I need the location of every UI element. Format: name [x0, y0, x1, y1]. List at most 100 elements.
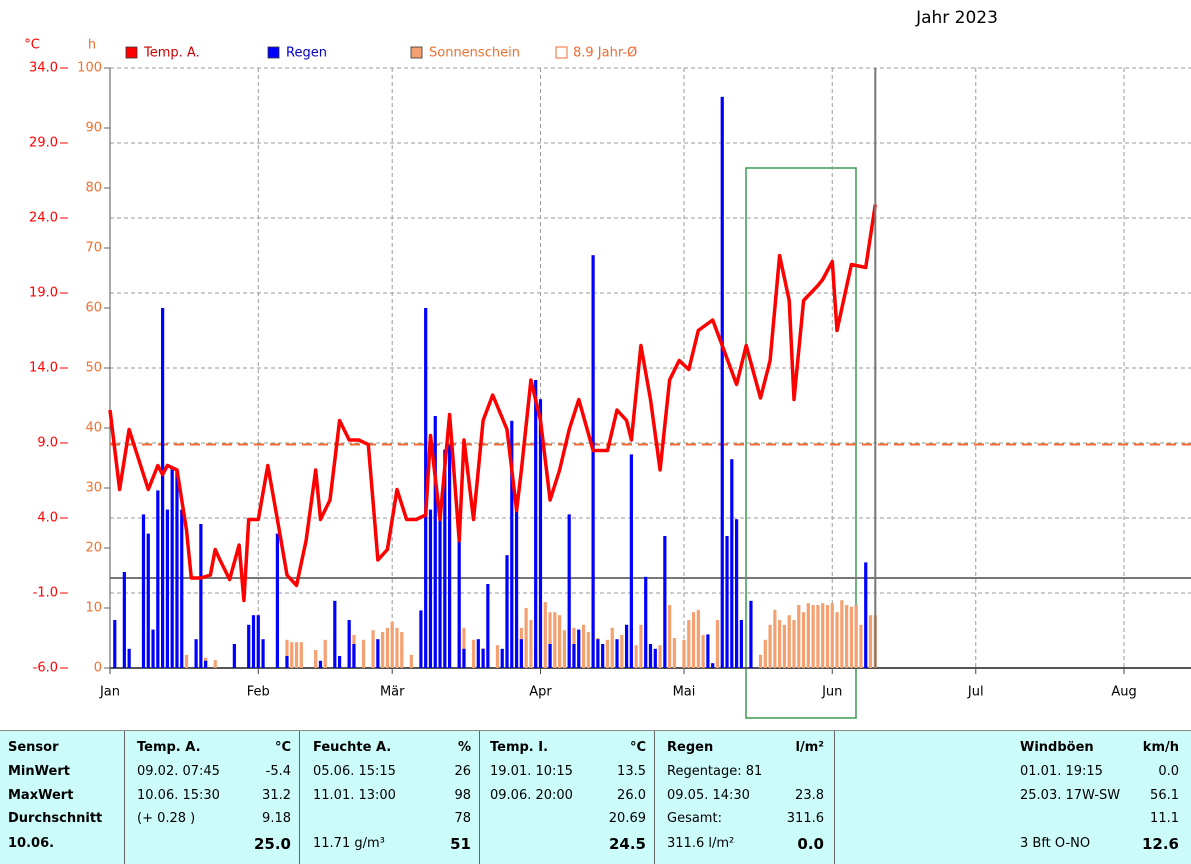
y-tick-label: 24.0: [29, 211, 58, 226]
cell-label: Regentage: 81: [667, 764, 763, 779]
x-tick-label: Mai: [673, 685, 696, 700]
cell-label: Gesamt:: [667, 811, 722, 826]
bar: [275, 533, 280, 668]
bar: [672, 638, 677, 668]
bar: [562, 630, 567, 668]
bar: [381, 632, 385, 668]
bar: [433, 416, 437, 668]
bar: [811, 605, 815, 668]
cell-label: 01.01. 19:15: [1020, 764, 1103, 779]
chart-title: Jahr 2023: [915, 8, 998, 28]
cell-value: 78: [454, 811, 471, 826]
bar: [543, 602, 547, 668]
bar: [524, 608, 528, 668]
x-tick-label: Jun: [821, 685, 842, 700]
cell-value: 12.6: [1141, 835, 1179, 853]
bar: [849, 606, 853, 668]
bar: [605, 639, 610, 668]
bar: [577, 629, 581, 668]
x-tick-label: Jul: [967, 685, 984, 700]
bar: [624, 624, 629, 668]
cell-value: 0.0: [797, 835, 824, 853]
x-tick-label: Aug: [1111, 685, 1136, 700]
bar: [180, 509, 184, 668]
bar: [787, 615, 791, 668]
bar: [725, 536, 729, 668]
cell-label: MinWert: [8, 764, 70, 779]
y-tick-label: -6.0: [33, 661, 58, 676]
bar: [548, 612, 552, 668]
bar: [175, 468, 179, 668]
bar: [184, 654, 189, 668]
cell-value: 26: [454, 764, 471, 779]
y2-tick-label: 30: [85, 481, 102, 496]
bar: [864, 562, 868, 668]
legend-label: Sonnenschein: [429, 46, 520, 61]
bar: [333, 600, 337, 668]
bar: [572, 644, 576, 668]
bar: [663, 536, 667, 668]
column-header: Feuchte A.: [313, 740, 392, 755]
bar: [361, 639, 366, 668]
cell-label: 3 Bft O-NO: [1020, 836, 1091, 851]
bar: [529, 620, 533, 668]
cell-label: 05.06. 15:15: [313, 764, 396, 779]
cell-value: 13.5: [617, 764, 646, 779]
y2-tick-label: 80: [85, 181, 102, 196]
bar: [314, 650, 318, 668]
y2-tick-label: 10: [85, 601, 102, 616]
bar: [347, 620, 351, 668]
legend-swatch: [267, 46, 280, 59]
bar: [428, 509, 433, 668]
legend-swatch: [410, 46, 423, 59]
column-unit: %: [457, 740, 471, 755]
table-section: Temp. A. °C 09.02. 07:45 -5.4 10.06. 15:30 31…: [125, 731, 300, 864]
bar: [122, 572, 126, 668]
cell-label: 11.71 g/m³: [313, 836, 385, 851]
bar: [251, 615, 256, 668]
column-header: Temp. A.: [137, 740, 201, 755]
table-section: Regen l/m² Regentage: 81 09.05. 14:30 23.8 Ge…: [655, 731, 835, 864]
bar: [194, 639, 198, 668]
bar: [204, 660, 208, 668]
bar: [352, 644, 356, 668]
bar: [151, 629, 155, 668]
bar: [323, 639, 327, 668]
bar: [558, 615, 562, 668]
bar: [763, 639, 767, 668]
column-unit: °C: [274, 740, 291, 755]
cell-value: 25.0: [253, 835, 291, 853]
cell-label: Durchschnitt: [8, 811, 103, 826]
bar: [170, 468, 174, 668]
y2-tick-label: 60: [85, 301, 102, 316]
y2-tick-label: 100: [77, 61, 102, 76]
cell-label: 311.6 l/m²: [667, 836, 735, 851]
bar: [471, 639, 476, 668]
bar: [294, 642, 299, 668]
table-section: Feuchte A.% 05.06. 15:15 26 11.01. 13:00 98 7…: [300, 731, 480, 864]
bar: [232, 644, 236, 668]
bar: [778, 620, 782, 668]
bar: [285, 656, 289, 668]
cell-value: 56.1: [1150, 788, 1179, 803]
cell-label: 09.02. 07:45: [137, 764, 220, 779]
column-header: Temp. I.: [490, 740, 549, 755]
bar: [821, 603, 825, 668]
bar: [830, 603, 834, 668]
bar: [443, 449, 447, 668]
y2-tick-label: 20: [85, 541, 102, 556]
bar: [476, 639, 480, 668]
bar: [854, 605, 858, 668]
y-tick-label: 34.0: [29, 61, 58, 76]
cell-label: (+ 0.28 ): [137, 811, 196, 826]
stats-table: Sensor MinWert MaxWert Durchschnitt 10.06. Te…: [0, 730, 1191, 864]
y2-axis-unit: h: [88, 38, 96, 53]
bar: [419, 610, 423, 668]
bar: [586, 632, 590, 668]
bar: [510, 420, 514, 668]
bar: [816, 605, 820, 668]
cell-label: 10.06.: [8, 836, 55, 851]
y-tick-label: 14.0: [29, 361, 58, 376]
bar: [519, 639, 523, 668]
